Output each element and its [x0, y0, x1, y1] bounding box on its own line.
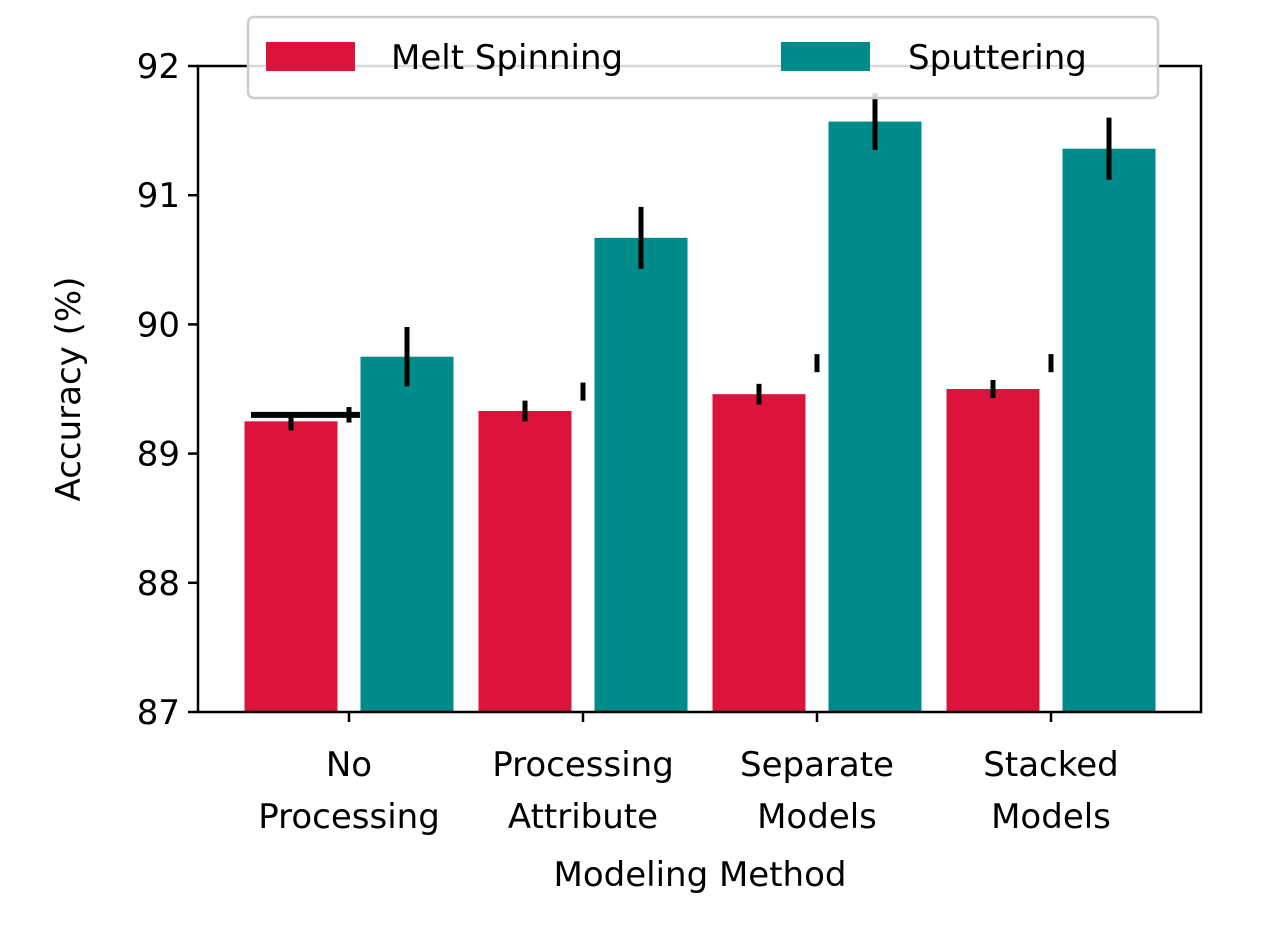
y-axis-ticks: 87 88 89 90 91 92: [137, 47, 198, 733]
axes: [196, 64, 1203, 714]
bar-melt-spinning-0: [244, 421, 338, 712]
y-tick-label-91: 91: [137, 176, 180, 216]
bar-melt-spinning-1: [478, 410, 572, 712]
y-tick-label-87: 87: [137, 693, 180, 733]
bar-sputtering-2: [828, 121, 922, 712]
legend: Melt Spinning Sputtering: [246, 15, 1160, 100]
legend-box: [246, 15, 1160, 100]
legend-label-melt-spinning: Melt Spinning: [391, 38, 623, 78]
bar-melt-spinning-3: [946, 389, 1040, 712]
legend-swatch-melt-spinning: [266, 42, 355, 71]
y-axis-title: Accuracy (%): [49, 277, 89, 502]
x-tick-label-0: No Processing: [258, 745, 440, 837]
x-tick-label-1: Processing Attribute: [492, 745, 674, 837]
bar-sputtering-0: [360, 356, 454, 712]
y-tick-label-90: 90: [137, 305, 180, 345]
y-tick-label-88: 88: [137, 564, 180, 604]
y-tick-label-89: 89: [137, 435, 180, 475]
bar-sputtering-3: [1062, 148, 1156, 713]
x-tick-label-2: Separate Models: [740, 745, 894, 837]
bars-layer: [244, 121, 1156, 713]
x-tick-label-3: Stacked Models: [983, 745, 1118, 837]
x-axis-ticks: No Processing Processing Attribute Separate M…: [258, 712, 1119, 837]
y-tick-label-92: 92: [137, 47, 180, 87]
error-bars-layer: [251, 93, 1112, 431]
x-axis-title: Modeling Method: [554, 855, 847, 895]
bar-sputtering-1: [594, 237, 688, 712]
plot-frame: [196, 64, 1203, 714]
legend-swatch-sputtering: [781, 42, 870, 71]
bar-melt-spinning-2: [712, 394, 806, 712]
legend-label-sputtering: Sputtering: [908, 38, 1087, 78]
